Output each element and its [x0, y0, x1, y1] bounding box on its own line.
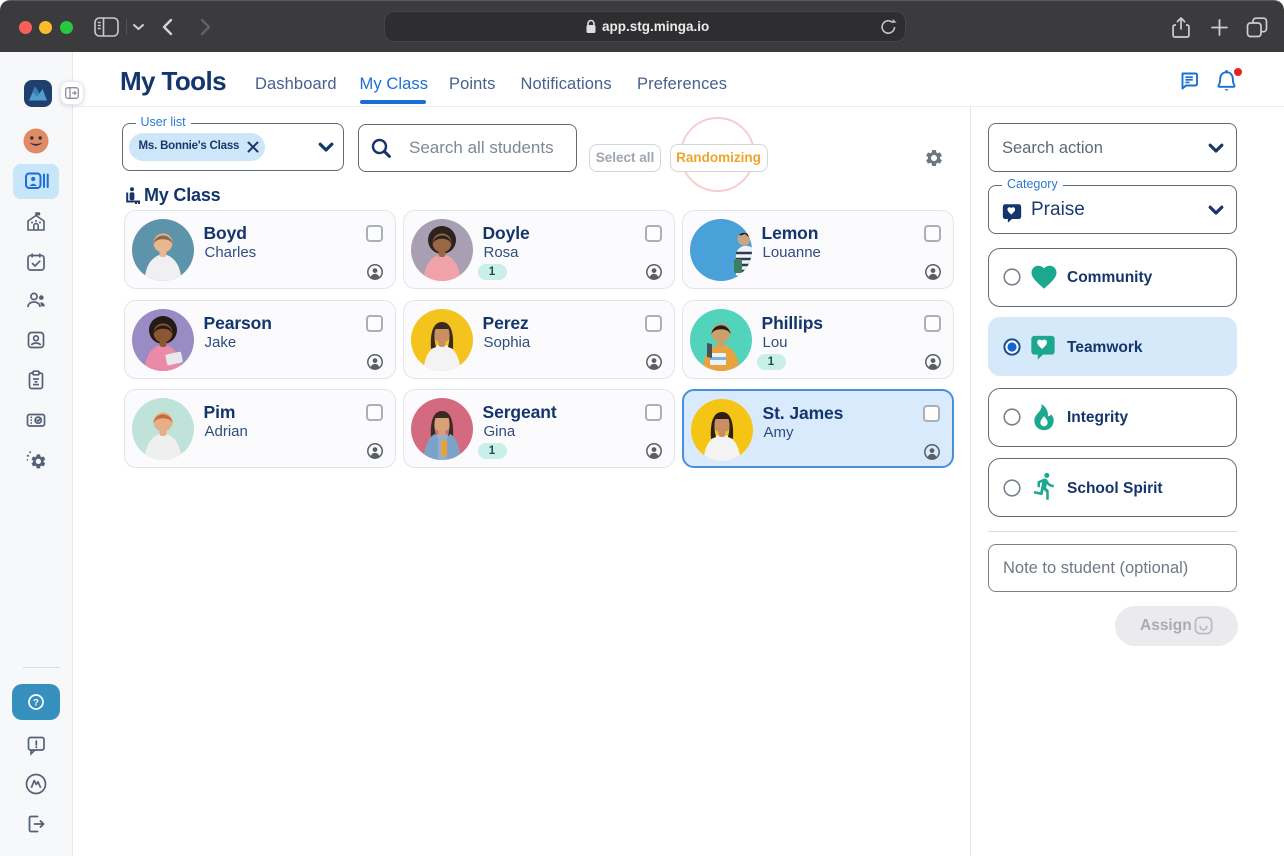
svg-text:?: ?: [33, 697, 39, 708]
